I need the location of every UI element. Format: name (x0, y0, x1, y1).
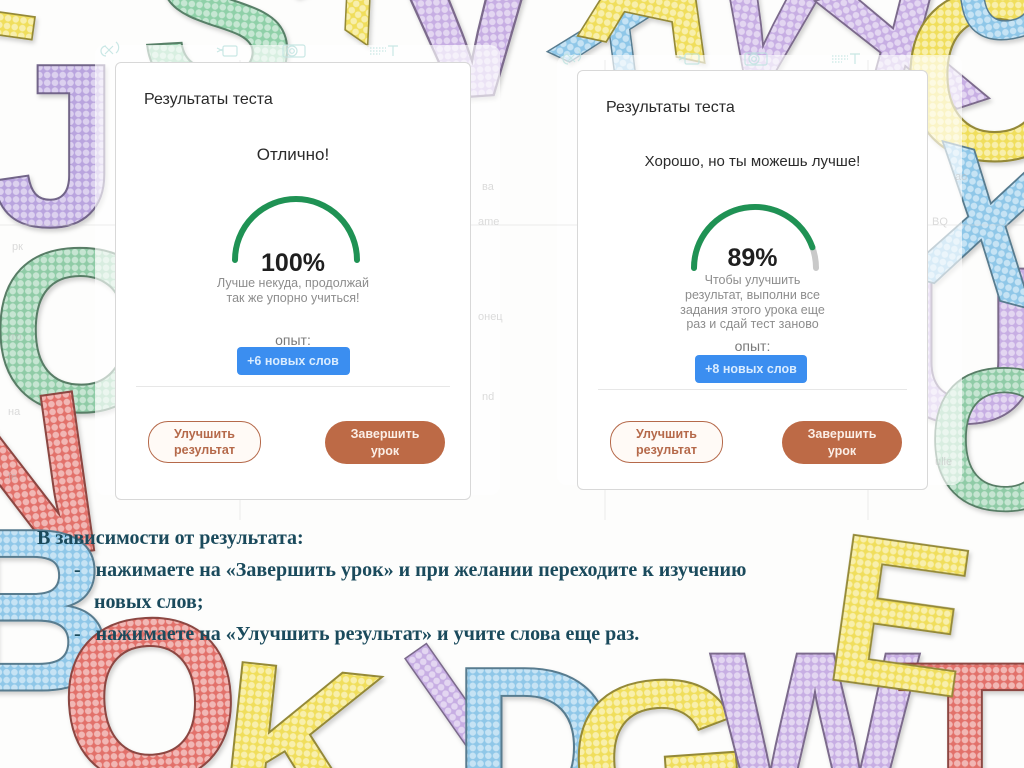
svg-text:BQ: BQ (932, 216, 948, 228)
svg-text:рк: рк (12, 241, 23, 253)
svg-text:fe: fe (8, 471, 17, 483)
svg-text:ao: ao (955, 171, 967, 183)
svg-text:ame: ame (478, 216, 499, 228)
svg-text:rro: rro (8, 331, 21, 343)
svg-text:на: на (8, 406, 21, 418)
svg-text:онец: онец (478, 311, 503, 323)
svg-text:ва: ва (482, 181, 495, 193)
svg-text:ulle: ulle (935, 456, 952, 468)
svg-text:nd: nd (482, 391, 494, 403)
